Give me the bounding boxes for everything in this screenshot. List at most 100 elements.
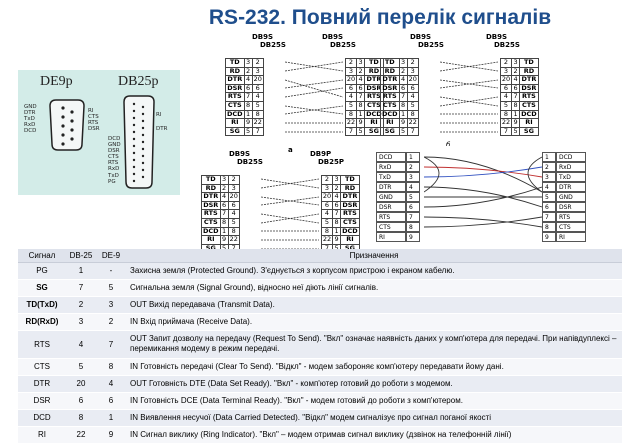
wiring-cell: 3 bbox=[243, 58, 253, 68]
diagram-b-pin: 5 GND bbox=[542, 192, 586, 202]
wiring-cell: 5 bbox=[511, 126, 521, 137]
wiring-cell: 4 bbox=[398, 75, 408, 85]
table-cell-db25: 7 bbox=[66, 279, 96, 297]
diagram-b-pin: DSR 6 bbox=[376, 202, 420, 212]
diagram-b-cell: RxD bbox=[556, 162, 586, 172]
diagram-b-cell: GND bbox=[556, 192, 586, 202]
wiring-cell: 7 bbox=[251, 126, 264, 137]
table-cell-sig: SG bbox=[18, 279, 66, 297]
wiring-cell: CTS bbox=[201, 217, 221, 228]
wiring-cell: 20 bbox=[251, 75, 264, 85]
wiring-cell: CTS bbox=[380, 100, 400, 111]
connector-drawing bbox=[49, 95, 155, 189]
table-row: DSR 6 6 IN Готовність DCE (Data Terminal Re… bbox=[18, 392, 622, 410]
wiring-cell: 9 bbox=[219, 235, 229, 245]
wiring-row: RTS 7 4 4 7 RTS bbox=[201, 209, 360, 219]
wiring-cell: 22 bbox=[344, 118, 358, 128]
table-cell-db25: 8 bbox=[66, 409, 96, 427]
wiring-cell: 3 bbox=[398, 58, 408, 68]
wiring-table-3: TD 3 2 2 3 TD RD 2 3 3 2 RD DTR 4 20 20 4 DTR DSR 6 6 6 6 DSR RT… bbox=[201, 175, 360, 254]
diagram-b-cell: 4 bbox=[542, 182, 556, 192]
diagram-b-pin: 9 RI bbox=[542, 232, 586, 242]
wiring-cell: 4 bbox=[219, 192, 229, 202]
wiring3-header-right: DB9P DB25P bbox=[310, 150, 345, 166]
wiring-table-1: TD 3 2 2 3 TD RD 2 3 3 2 RD DTR 4 20 20 4 DTR DSR 6 6 6 6 DSR RT… bbox=[225, 58, 384, 137]
wiring-cell: 7 bbox=[499, 126, 513, 137]
table-cell-de9: 1 bbox=[96, 409, 126, 427]
wiring-cell: RI bbox=[201, 235, 221, 245]
diagram-b-cell: 2 bbox=[406, 162, 420, 172]
table-cell-db25: 5 bbox=[66, 358, 96, 376]
diagram-b-cell: 9 bbox=[406, 232, 420, 242]
diagram-b-cell: DTR bbox=[556, 182, 586, 192]
de9-pin-labels-right: RI CTS RTS DSR bbox=[88, 108, 100, 133]
table-cell-desc: IN Виявлення несучої (Data Carried Detec… bbox=[126, 409, 622, 427]
wiring-cell: 22 bbox=[320, 235, 334, 245]
wiring3-label-a: a bbox=[288, 146, 293, 154]
wiring-cell: 7 bbox=[406, 126, 419, 137]
table-cell-db25: 1 bbox=[66, 262, 96, 280]
diagram-b-cell: RI bbox=[556, 232, 586, 242]
diagram-b-cell: 1 bbox=[406, 152, 420, 162]
diagram-b-pin: 6 DSR bbox=[542, 202, 586, 212]
diagram-b-cell: DSR bbox=[376, 202, 406, 212]
wiring-cell: 20 bbox=[406, 75, 419, 85]
diagram-b-pin: 8 CTS bbox=[542, 222, 586, 232]
wiring-cell: 2 bbox=[251, 58, 264, 68]
wiring-row: SG 5 7 7 5 SG bbox=[380, 126, 539, 137]
col-header-signal: Сигнал bbox=[18, 249, 66, 263]
diagram-b-cell: RTS bbox=[376, 212, 406, 222]
diagram-b-cell: DTR bbox=[376, 182, 406, 192]
table-cell-desc: OUT Вихід передавача (Transmit Data). bbox=[126, 296, 622, 314]
diagram-b-cell: 2 bbox=[542, 162, 556, 172]
wiring-cell: 2 bbox=[499, 58, 513, 68]
wiring-cell: 9 bbox=[332, 235, 342, 245]
wiring2-header-left: DB9S DB25S bbox=[410, 33, 444, 49]
wiring-cell: 9 bbox=[356, 118, 366, 128]
wiring-cell: 5 bbox=[356, 126, 366, 137]
null-modem-diagram: DCD 1 RxD 2 TxD 3 DTR 4 GND 5 DSR 6 RTS 7 CTS 8 RI 9 1 DCD… bbox=[376, 146, 590, 246]
wiring-row: DSR 6 6 6 6 DSR bbox=[380, 83, 539, 94]
wiring-cell: DTR bbox=[340, 192, 360, 202]
wiring2-header-right: DB9S DB25S bbox=[486, 33, 520, 49]
wiring-cell: DTR bbox=[380, 75, 400, 85]
diagram-b-cell: 5 bbox=[542, 192, 556, 202]
wiring-cell: RI bbox=[519, 118, 539, 128]
table-cell-desc: IN Готовність передачі (Clear To Send). … bbox=[126, 358, 622, 376]
diagram-b-cell: 9 bbox=[542, 232, 556, 242]
wiring1-header-left: DB9S DB25S bbox=[252, 33, 286, 49]
diagram-b-cell: RxD bbox=[376, 162, 406, 172]
db25-pin-labels-left: DCD GND DSR CTS RTS RxD TxD PG bbox=[108, 136, 121, 185]
diagram-b-cell: DSR bbox=[556, 202, 586, 212]
wiring-row: DSR 6 6 6 6 DSR bbox=[225, 83, 384, 94]
wiring-cell: 3 bbox=[511, 58, 521, 68]
wiring-cell: TD bbox=[225, 58, 245, 68]
wiring-cell: 3 bbox=[356, 58, 366, 68]
wiring-cell: 3 bbox=[219, 175, 229, 185]
diagram-b-cell: DCD bbox=[556, 152, 586, 162]
wiring-row: CTS 8 5 5 8 CTS bbox=[201, 217, 360, 228]
diagram-b-cell: TxD bbox=[556, 172, 586, 182]
wiring-cell: RI bbox=[225, 118, 245, 128]
diagram-b-pin: DCD 1 bbox=[376, 152, 420, 162]
wiring-cell: 22 bbox=[227, 235, 240, 245]
diagram-b-pin: 2 RxD bbox=[542, 162, 586, 172]
wiring-row: TD 3 2 2 3 TD bbox=[380, 58, 539, 68]
wiring-cell: 5 bbox=[499, 100, 513, 111]
table-cell-sig: RTS bbox=[18, 330, 66, 359]
diagram-b-cell: 7 bbox=[406, 212, 420, 222]
table-cell-sig: PG bbox=[18, 262, 66, 280]
diagram-b-pin: DTR 4 bbox=[376, 182, 420, 192]
wiring-cell: SG bbox=[380, 126, 400, 137]
wiring-cell: 22 bbox=[499, 118, 513, 128]
wiring-cell: CTS bbox=[519, 100, 539, 111]
wiring-cell: 2 bbox=[344, 58, 358, 68]
table-cell-sig: DTR bbox=[18, 375, 66, 393]
page-title: RS-232. Повний перелік сигналів bbox=[208, 6, 552, 29]
table-cell-sig: RI bbox=[18, 426, 66, 444]
wiring-cell: 2 bbox=[320, 175, 334, 185]
wiring-cell: 5 bbox=[320, 217, 334, 228]
table-cell-db25: 2 bbox=[66, 296, 96, 314]
diagram-b-pin: 7 RTS bbox=[542, 212, 586, 222]
col-header-de9: DE-9 bbox=[96, 249, 126, 263]
